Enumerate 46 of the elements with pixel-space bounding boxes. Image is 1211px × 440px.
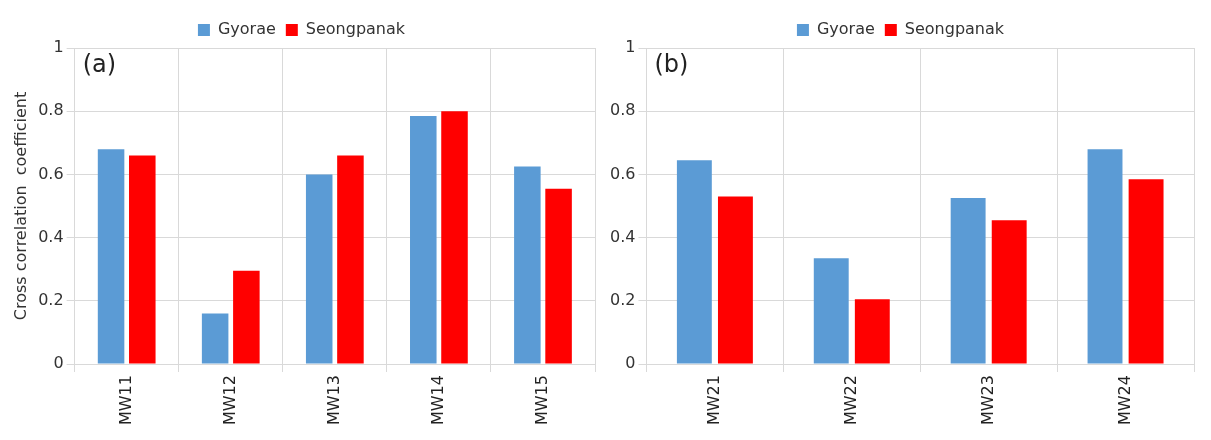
- bar: [97, 149, 125, 364]
- x-tick-label: MW11: [115, 375, 135, 425]
- x-tick-label: MW13: [323, 375, 343, 425]
- annotation: (a): [82, 50, 117, 79]
- y-tick-label: 0.6: [38, 163, 64, 183]
- bar: [813, 258, 849, 364]
- y-tick-label: 1: [625, 37, 636, 57]
- bar: [717, 196, 753, 364]
- legend-label: Gyorae: [816, 19, 875, 39]
- x-tick-label: MW15: [532, 375, 552, 425]
- annotation: (b): [654, 50, 689, 79]
- x-tick-label: MW21: [704, 375, 724, 425]
- bar: [233, 270, 260, 364]
- y-axis-title: Cross correlation coefficient: [10, 91, 30, 321]
- y-tick-label: 0.2: [609, 289, 636, 309]
- bar: [129, 155, 156, 364]
- x-tick-label: MW14: [428, 375, 448, 425]
- bar: [410, 115, 437, 364]
- y-tick-label: 0.8: [609, 100, 636, 120]
- y-tick-label: 0: [53, 353, 64, 373]
- y-tick-label: 0.2: [38, 289, 64, 309]
- bar: [514, 166, 541, 364]
- y-tick-label: 1: [53, 37, 64, 57]
- bar: [305, 174, 333, 364]
- y-tick-label: 0.8: [38, 100, 64, 120]
- y-tick-label: 0.4: [609, 226, 636, 246]
- bar: [676, 160, 712, 364]
- y-tick-label: 0.6: [609, 163, 636, 183]
- legend-label: Seongpanak: [904, 19, 1005, 39]
- x-tick-label: MW24: [1114, 375, 1134, 425]
- x-tick-label: MW23: [977, 375, 997, 425]
- bar: [854, 299, 890, 364]
- bar: [201, 313, 229, 364]
- bar: [337, 155, 364, 364]
- x-tick-label: MW12: [219, 375, 239, 425]
- y-tick-label: 0: [625, 353, 636, 373]
- bar: [950, 198, 986, 364]
- bar: [1128, 179, 1164, 364]
- legend-label: Seongpanak: [305, 19, 406, 39]
- bar: [545, 188, 572, 364]
- y-tick-label: 0.4: [38, 226, 64, 246]
- bar: [1087, 149, 1123, 364]
- bar: [441, 111, 468, 364]
- x-tick-label: MW22: [840, 375, 860, 425]
- bar: [991, 220, 1027, 364]
- legend-label: Gyorae: [217, 19, 276, 39]
